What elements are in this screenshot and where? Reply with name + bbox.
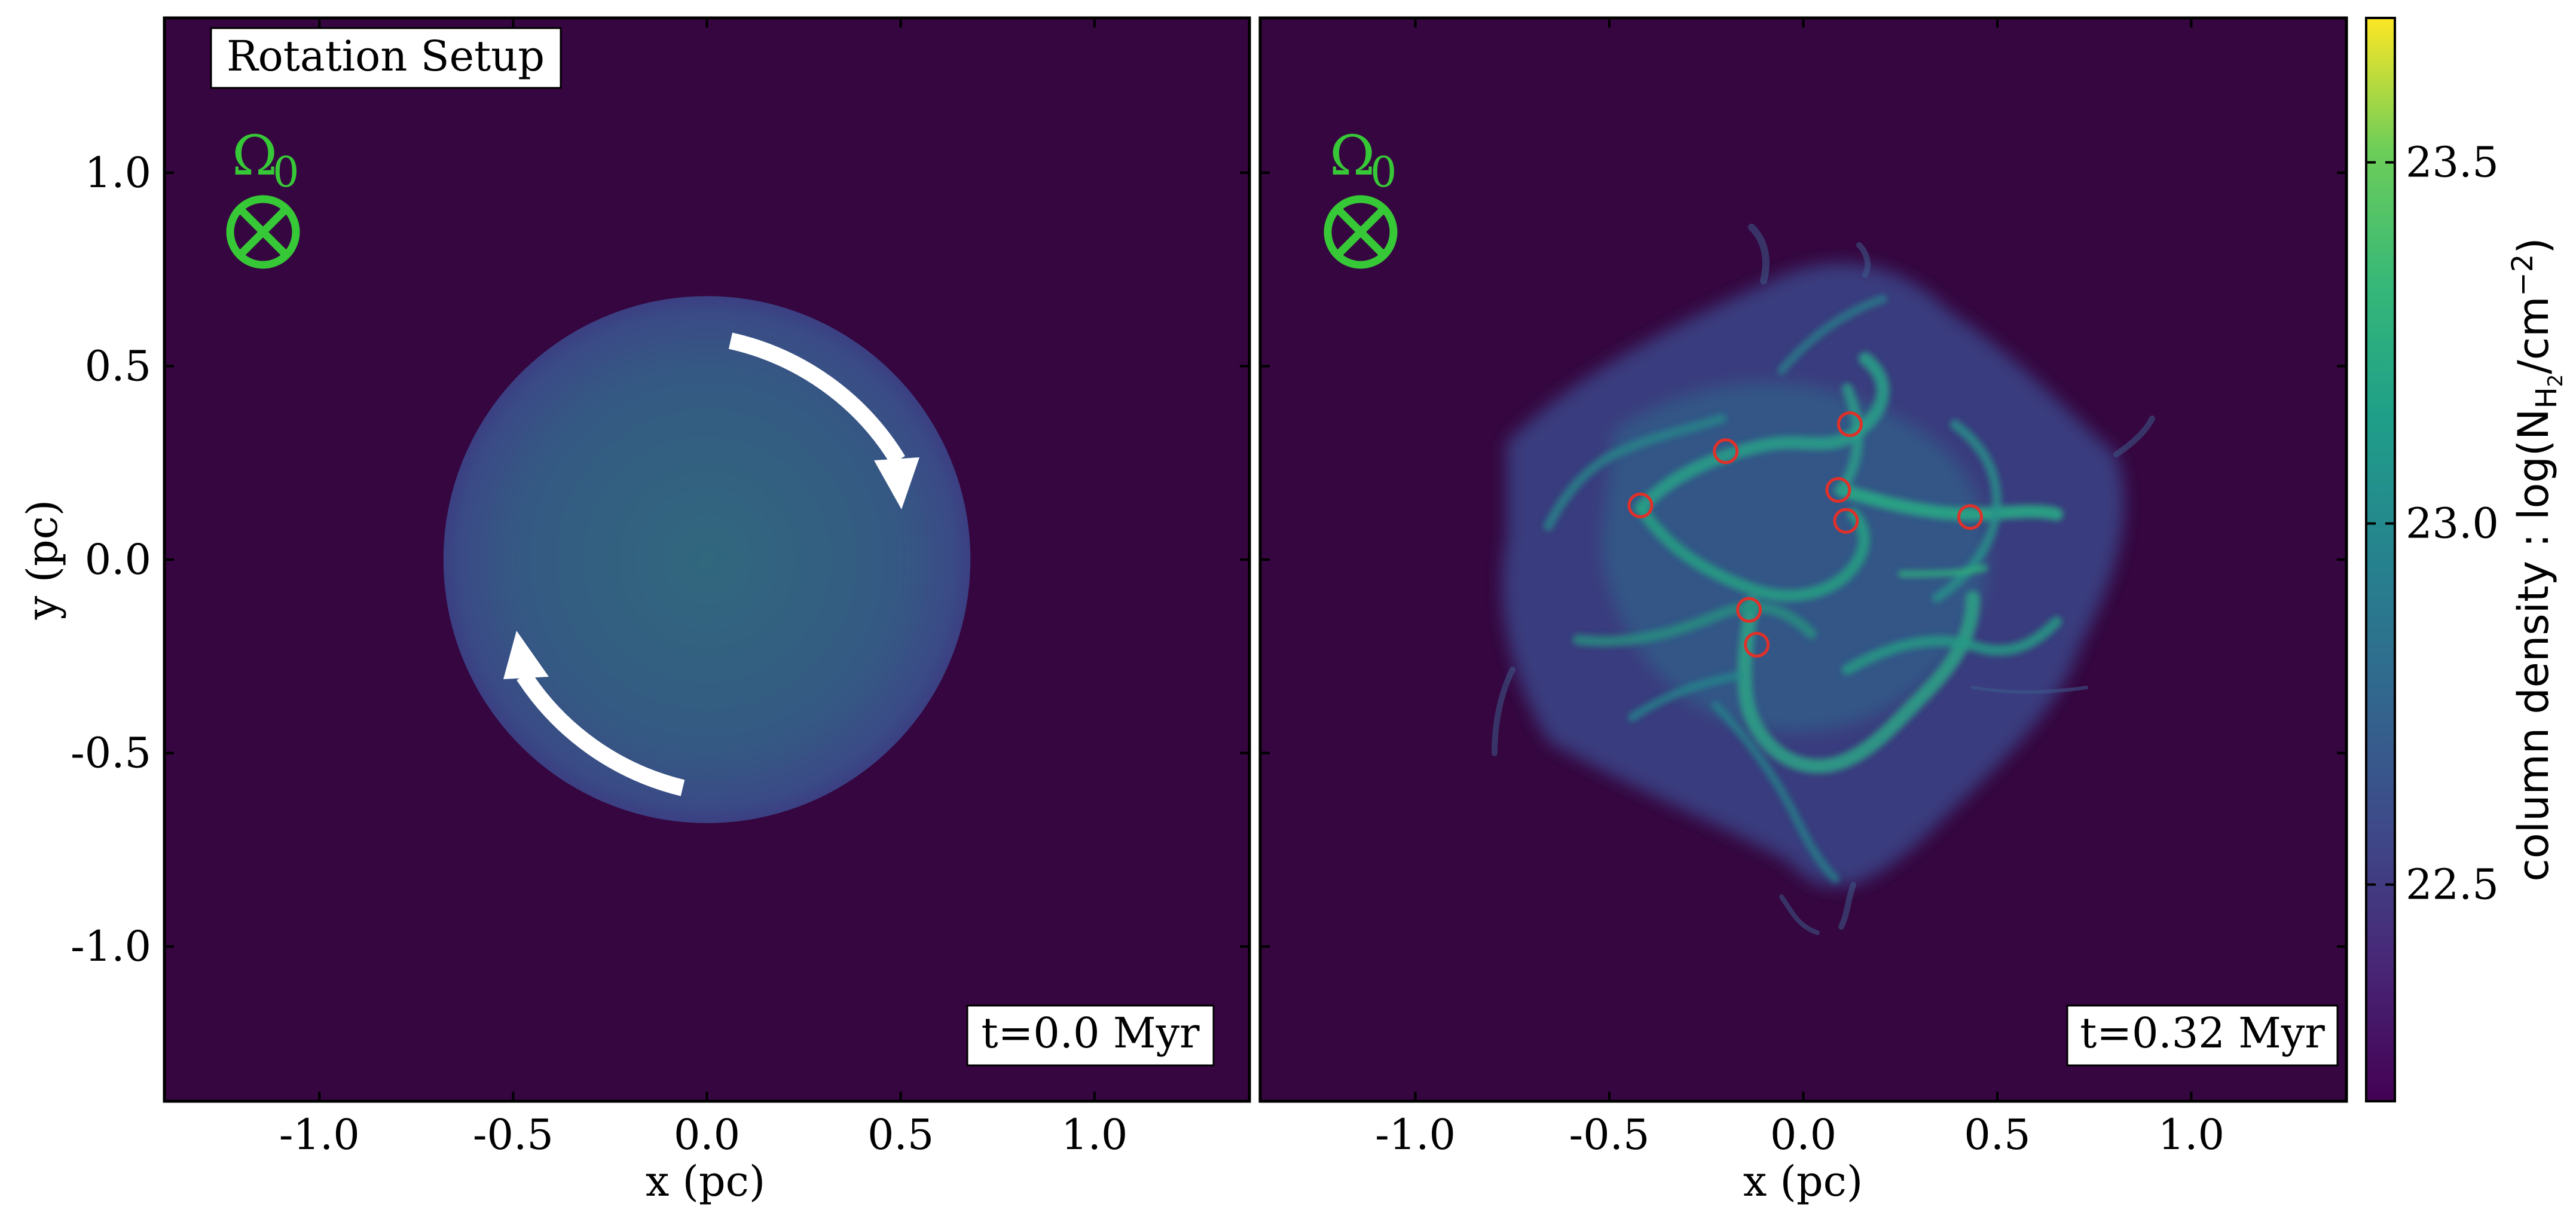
svg-text:Ω: Ω [232,124,277,188]
time-box-left: t=0.0 Myr [966,1004,1215,1067]
rotation-into-page-icon [226,195,300,269]
sink-particle-marker [1744,631,1770,658]
y-tick-label: 0.5 [85,341,151,390]
x-axis-title-right: x (pc) [1743,1157,1863,1206]
left-axis-ticks: -1.0 -0.5 0.0 0.5 1.0 1.0 0.5 0.0 -0.5 -1.0 [71,18,1249,1159]
colorbar-frame [2365,17,2396,1102]
x-tick-label: -1.0 [1375,1110,1456,1159]
x-tick-label: 0.5 [1964,1110,2030,1159]
x-tick-label: -0.5 [473,1110,554,1159]
x-tick-label: 0.0 [1770,1110,1836,1159]
time-box-right: t=0.32 Myr [2066,1004,2339,1067]
sink-particle-marker [1833,508,1859,534]
right-axis-ticks: -1.0 -0.5 0.0 0.5 1.0 [1260,18,2346,1159]
initial-sphere [443,296,971,823]
sink-particle-marker [1627,492,1654,518]
x-tick-label: 1.0 [1061,1110,1127,1159]
x-tick-label: 0.5 [867,1110,934,1159]
sink-particle-marker [1836,411,1863,437]
colorbar-ticks: 22.5 23.0 23.5 [2366,138,2499,909]
rotation-arrow-lower [503,631,685,796]
y-tick-label: 1.0 [85,148,151,197]
left-panel: Ω 0 Rotation Setup t=0.0 Myr -1.0 -0.5 0.0… [71,16,1251,1159]
sink-particle-marker [1957,504,1984,530]
sink-particle-marker [1713,438,1739,465]
x-tick-label: 1.0 [2158,1110,2224,1159]
svg-text:Ω: Ω [1330,124,1375,188]
omega-label-left: Ω 0 [232,124,300,197]
filament-network [1492,224,2155,935]
sink-particle-marker [1736,597,1762,623]
svg-text:0: 0 [1370,148,1397,197]
colorbar-label: column density : log(NH2/cm−2) [2506,237,2568,881]
colorbar-tick-label: 22.5 [2406,860,2499,909]
title-box: Rotation Setup [210,27,562,89]
x-tick-label: 0.0 [674,1110,740,1159]
x-tick-label: -0.5 [1569,1110,1650,1159]
svg-text:0: 0 [273,148,300,197]
omega-label-right: Ω 0 [1330,124,1397,197]
y-axis-title: y (pc) [18,500,67,620]
x-axis-title-left: x (pc) [646,1157,765,1206]
rotation-into-page-icon [1324,195,1398,269]
y-tick-label: -0.5 [71,729,151,778]
right-panel: Ω 0 t=0.32 Myr -1.0 -0.5 0.0 0.5 1.0 [1258,16,2348,1159]
colorbar: 22.5 23.0 23.5 column density : log(NH2/cm… [2365,17,2568,1102]
x-tick-label: -1.0 [279,1110,360,1159]
colorbar-gradient [2366,18,2395,1101]
colorbar-tick-label: 23.0 [2406,499,2499,548]
rotation-arrow-upper [728,332,919,509]
colorbar-tick-label: 23.5 [2406,138,2499,187]
y-tick-label: 0.0 [85,535,151,584]
time-label-left: t=0.0 Myr [981,1009,1200,1058]
sink-particle-marker [1825,477,1851,503]
y-tick-label: -1.0 [71,922,151,971]
time-label-right: t=0.32 Myr [2080,1009,2325,1058]
panel-title: Rotation Setup [227,32,545,81]
sink-particles [1627,411,1984,658]
